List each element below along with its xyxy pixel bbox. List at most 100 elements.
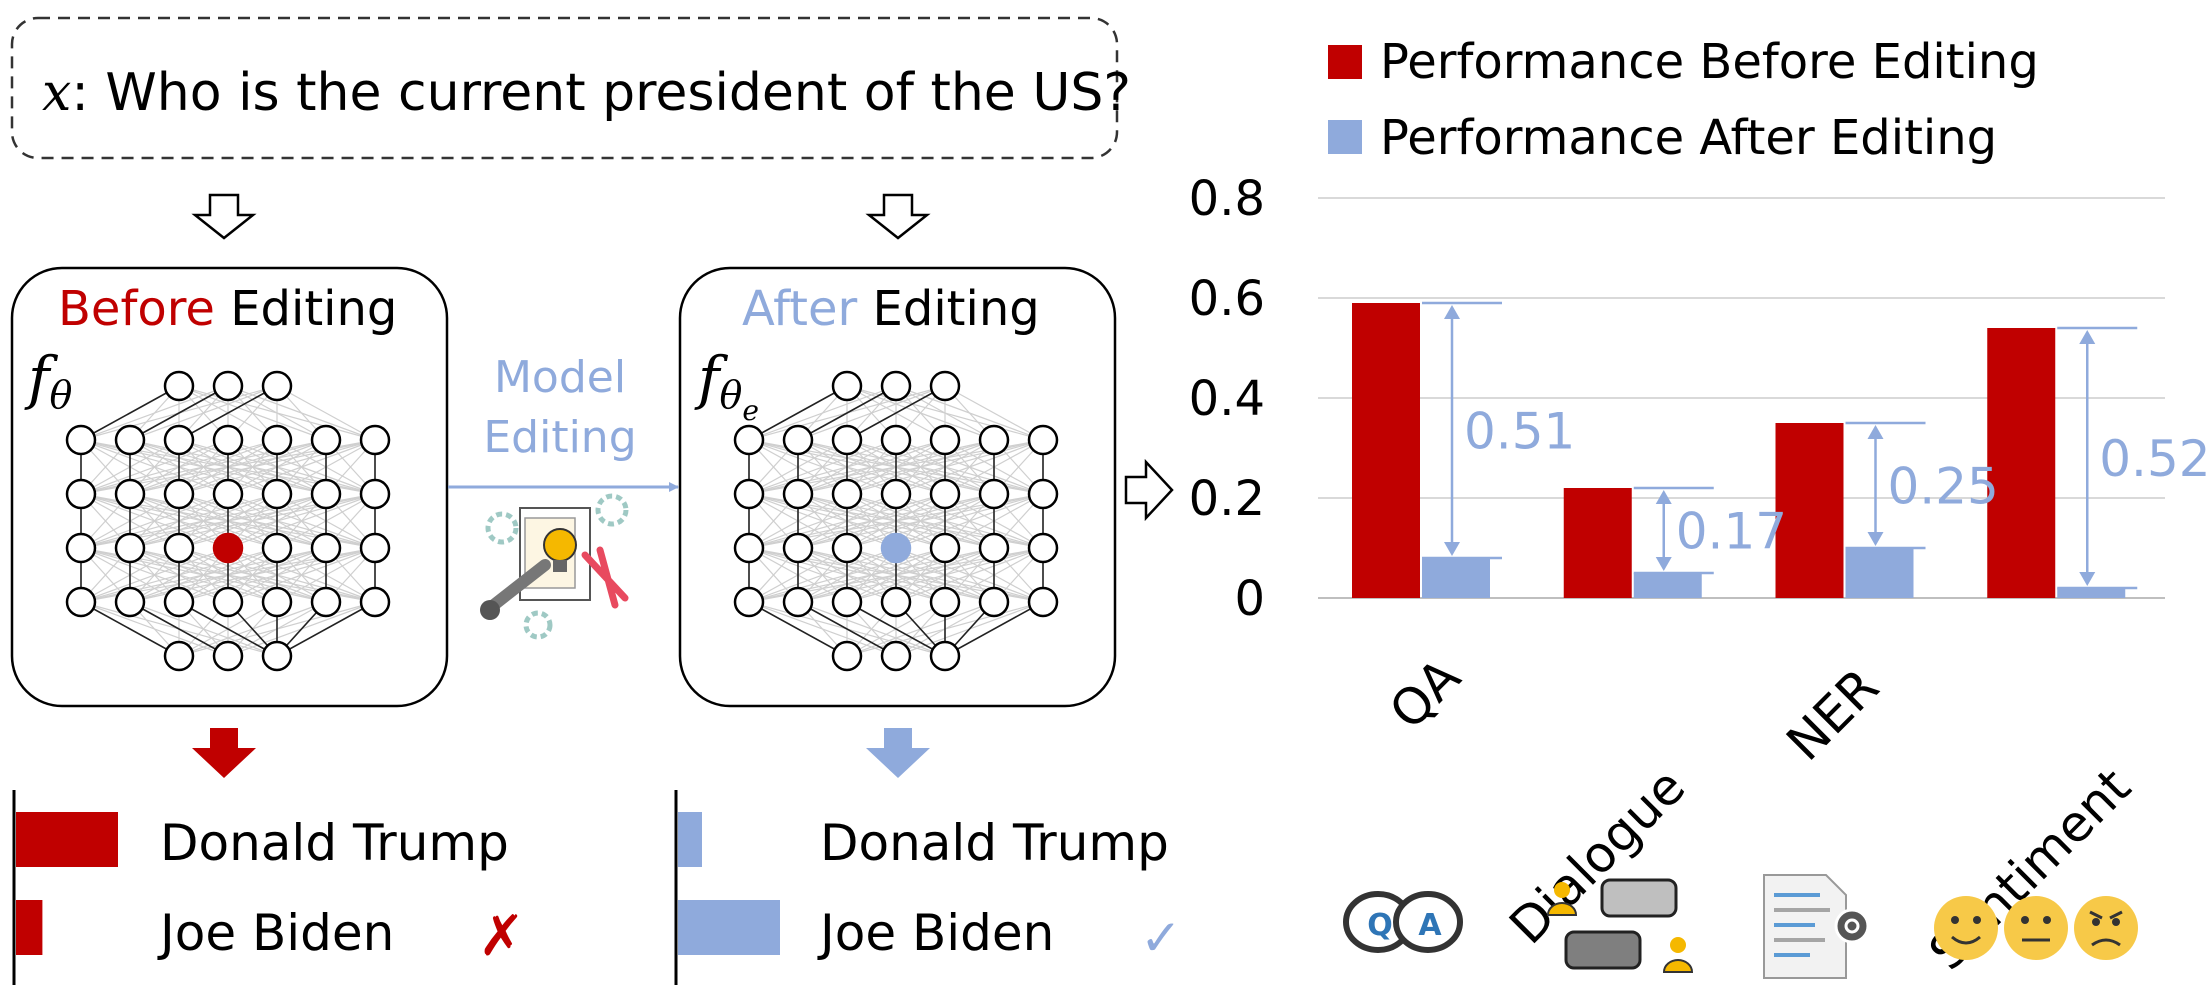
delta-arrowhead-up: [1444, 305, 1460, 319]
neuron: [261, 478, 293, 510]
neuron: [733, 478, 765, 510]
delta-arrowhead-down: [1655, 557, 1672, 571]
neuron: [831, 370, 863, 402]
model-editing-line1: Model: [494, 352, 626, 403]
neuron: [114, 532, 146, 564]
neuron: [733, 424, 765, 456]
neuron: [212, 640, 244, 672]
bar-before-qa: [1352, 303, 1420, 598]
before-editing-panel: Before Editing fθ: [10, 266, 449, 708]
neuron: [163, 478, 195, 510]
bar-before-ner: [1775, 423, 1844, 598]
neuron: [978, 532, 1010, 564]
dialogue-icon: [1546, 878, 1694, 973]
neuron: [782, 424, 814, 456]
y-tick-label: 0.8: [1189, 171, 1265, 227]
neuron: [880, 370, 912, 402]
neuron: [310, 478, 342, 510]
neuron: [1027, 424, 1059, 456]
neuron: [359, 586, 391, 618]
editing-tools-icon: [480, 493, 629, 640]
neuron: [65, 532, 97, 564]
before-subscript: θ: [49, 373, 72, 417]
neuron: [163, 640, 195, 672]
before-label-donald-trump: Donald Trump: [160, 814, 509, 872]
delta-label: 0.17: [1676, 503, 1787, 561]
neuron: [782, 478, 814, 510]
before-bar-donald-trump: [16, 812, 118, 867]
before-title-rest: Editing: [230, 281, 397, 337]
edited-neuron: [212, 532, 244, 564]
neuron: [114, 424, 146, 456]
bar-after-ner: [1845, 548, 1914, 598]
neuron: [65, 586, 97, 618]
neuron: [831, 424, 863, 456]
bar-before-dialogue: [1563, 488, 1632, 598]
model-editing-line2: Editing: [483, 412, 636, 463]
query-box: x: Who is the current president of the U…: [10, 16, 1131, 160]
neuron: [978, 424, 1010, 456]
neuron: [261, 370, 293, 402]
neuron: [978, 586, 1010, 618]
after-title-word: After: [742, 281, 858, 337]
neuron: [261, 532, 293, 564]
down-arrow-blue-icon: [866, 728, 930, 778]
before-title-word: Before: [58, 281, 215, 337]
delta-arrowhead-up: [1867, 425, 1884, 439]
neuron: [261, 640, 293, 672]
after-bar-donald-trump: [678, 812, 702, 867]
qa-icon: Q A: [1343, 891, 1463, 953]
before-bar-joe-biden: [16, 900, 43, 955]
neuron: [163, 424, 195, 456]
neural-network-after: [733, 370, 1059, 672]
neuron: [880, 478, 912, 510]
down-arrow-icon: [191, 193, 257, 240]
neuron: [114, 586, 146, 618]
bar-after-dialogue: [1633, 573, 1702, 598]
legend-swatch-after: [1328, 120, 1362, 154]
delta-label: 0.51: [1464, 403, 1575, 461]
neuron: [831, 586, 863, 618]
neuron: [978, 478, 1010, 510]
after-title-rest: Editing: [873, 281, 1040, 337]
delta-arrowhead-down: [1444, 542, 1460, 556]
wrong-mark-icon: ✗: [478, 904, 525, 969]
svg-text:Before Editing: Before Editing: [58, 281, 397, 337]
neuron: [163, 586, 195, 618]
x-tick-label: QA: [1378, 647, 1471, 740]
qa-icon-a: A: [1418, 908, 1442, 943]
neuron: [880, 424, 912, 456]
svg-text:fθe: fθe: [694, 344, 759, 427]
after-bar-joe-biden: [678, 900, 780, 955]
before-results: Donald Trump Joe Biden ✗: [12, 790, 525, 985]
query-text: : Who is the current president of the US…: [71, 63, 1131, 123]
neuron: [1027, 478, 1059, 510]
x-tick-label: NER: [1776, 657, 1890, 771]
neuron: [212, 478, 244, 510]
qa-icon-q: Q: [1367, 908, 1393, 943]
after-label-donald-trump: Donald Trump: [820, 814, 1169, 872]
neuron: [831, 640, 863, 672]
neuron: [261, 586, 293, 618]
neuron: [733, 532, 765, 564]
sentiment-faces-icon: [1934, 896, 2138, 960]
neuron: [880, 586, 912, 618]
x-tick-label: Dialogue: [1498, 757, 1696, 955]
ner-document-icon: [1763, 874, 1870, 979]
neuron: [359, 424, 391, 456]
neuron: [929, 478, 961, 510]
neuron: [261, 424, 293, 456]
query-variable: x: [42, 63, 71, 123]
delta-arrowhead-up: [2079, 330, 2096, 344]
neuron: [114, 478, 146, 510]
y-tick-label: 0.2: [1189, 471, 1265, 527]
neuron: [831, 532, 863, 564]
after-sub-subscript: e: [742, 394, 759, 427]
delta-label: 0.25: [1888, 458, 1999, 516]
neuron: [212, 370, 244, 402]
correct-mark-icon: ✓: [1140, 909, 1182, 967]
svg-text:fθ: fθ: [24, 344, 72, 417]
y-tick-label: 0.6: [1189, 271, 1265, 327]
neural-network-before: [65, 370, 391, 672]
neuron: [163, 370, 195, 402]
